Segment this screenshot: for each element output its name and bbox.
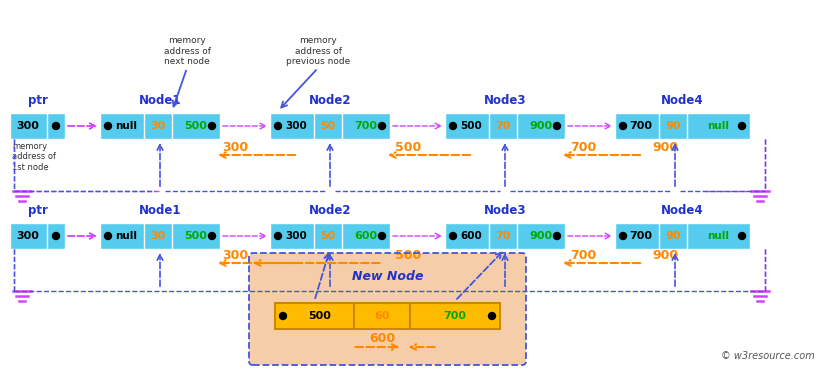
Text: 300: 300 — [222, 249, 248, 262]
Text: null: null — [707, 231, 729, 241]
Text: 300: 300 — [17, 121, 40, 131]
Circle shape — [105, 123, 111, 130]
Bar — [615, 223, 750, 249]
Bar — [270, 223, 390, 249]
Text: 300: 300 — [286, 121, 307, 131]
Text: 500: 500 — [395, 141, 421, 154]
Text: null: null — [115, 121, 137, 131]
Text: 900: 900 — [530, 121, 553, 131]
Bar — [445, 113, 565, 139]
Circle shape — [378, 232, 385, 239]
Text: 700: 700 — [354, 121, 378, 131]
Bar — [100, 113, 220, 139]
Circle shape — [105, 232, 111, 239]
Text: 600: 600 — [354, 231, 378, 241]
Bar — [100, 223, 220, 249]
Text: 50: 50 — [320, 231, 335, 241]
Text: 50: 50 — [320, 121, 335, 131]
Circle shape — [275, 123, 281, 130]
Bar — [275, 303, 500, 329]
Text: 300: 300 — [222, 141, 248, 154]
Text: 60: 60 — [374, 311, 389, 321]
Text: 500: 500 — [308, 311, 331, 321]
Text: memory
address of
previous node: memory address of previous node — [286, 36, 350, 66]
Circle shape — [378, 123, 385, 130]
Text: memory
address of
next node: memory address of next node — [164, 36, 211, 66]
Text: 30: 30 — [150, 231, 166, 241]
Text: Node2: Node2 — [309, 204, 351, 217]
Text: Node2: Node2 — [309, 94, 351, 107]
Bar — [445, 223, 565, 249]
Bar — [615, 113, 750, 139]
Text: 300: 300 — [286, 231, 307, 241]
Circle shape — [208, 123, 216, 130]
Text: © w3resource.com: © w3resource.com — [721, 351, 815, 361]
Circle shape — [739, 232, 745, 239]
Text: 500: 500 — [460, 121, 482, 131]
Text: New Node: New Node — [352, 270, 423, 283]
Circle shape — [619, 232, 627, 239]
Text: 700: 700 — [629, 231, 652, 241]
Circle shape — [619, 123, 627, 130]
Text: null: null — [707, 121, 729, 131]
Text: 70: 70 — [496, 121, 510, 131]
Circle shape — [208, 232, 216, 239]
Text: 700: 700 — [443, 311, 466, 321]
Text: 600: 600 — [369, 332, 396, 345]
Circle shape — [275, 232, 281, 239]
Circle shape — [489, 313, 496, 320]
Bar — [10, 113, 65, 139]
Text: 300: 300 — [17, 231, 40, 241]
Text: 500: 500 — [184, 121, 208, 131]
Text: Node4: Node4 — [662, 94, 704, 107]
Text: ptr: ptr — [28, 94, 48, 107]
Text: 90: 90 — [666, 121, 681, 131]
Text: Node1: Node1 — [139, 94, 181, 107]
Circle shape — [554, 232, 560, 239]
Text: 70: 70 — [496, 231, 510, 241]
Text: 500: 500 — [395, 249, 421, 262]
Text: 30: 30 — [150, 121, 166, 131]
Text: Node3: Node3 — [484, 94, 526, 107]
Circle shape — [52, 123, 60, 130]
Circle shape — [52, 232, 60, 239]
Text: 600: 600 — [460, 231, 482, 241]
FancyBboxPatch shape — [249, 253, 526, 365]
Text: memory
address of
1st node: memory address of 1st node — [12, 142, 56, 172]
Text: 900: 900 — [652, 141, 678, 154]
Text: ptr: ptr — [28, 204, 48, 217]
Circle shape — [739, 123, 745, 130]
Text: 700: 700 — [570, 141, 596, 154]
Circle shape — [554, 123, 560, 130]
Text: Node3: Node3 — [484, 204, 526, 217]
Text: 900: 900 — [652, 249, 678, 262]
Text: 700: 700 — [570, 249, 596, 262]
Circle shape — [280, 313, 286, 320]
Text: Node1: Node1 — [139, 204, 181, 217]
Bar — [270, 113, 390, 139]
Circle shape — [450, 123, 456, 130]
Circle shape — [450, 232, 456, 239]
Bar — [10, 223, 65, 249]
Text: null: null — [115, 231, 137, 241]
Text: Node4: Node4 — [662, 204, 704, 217]
Text: 500: 500 — [184, 231, 208, 241]
Text: 90: 90 — [666, 231, 681, 241]
Text: 700: 700 — [629, 121, 652, 131]
Text: 900: 900 — [530, 231, 553, 241]
